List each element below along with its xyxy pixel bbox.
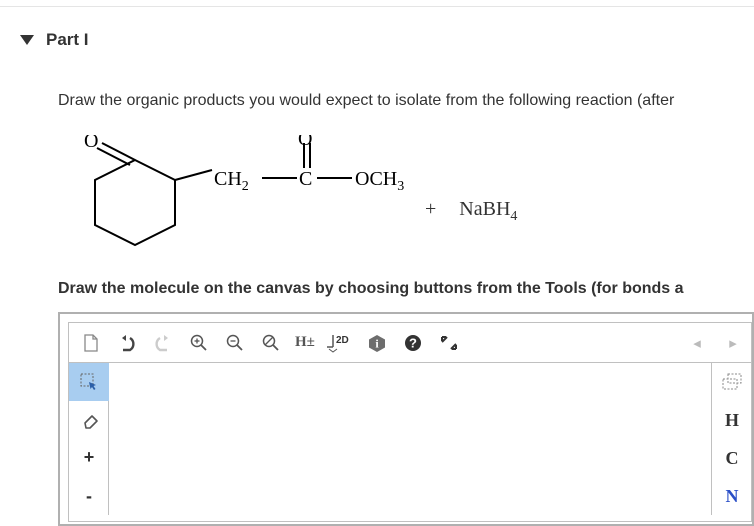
undo-icon[interactable]: [115, 331, 139, 355]
expand-icon[interactable]: [437, 331, 461, 355]
element-h-button[interactable]: H: [712, 401, 752, 439]
info-icon[interactable]: i: [365, 331, 389, 355]
instruction-text: Draw the molecule on the canvas by choos…: [58, 280, 684, 298]
left-toolbar: + -: [69, 363, 109, 515]
nav-left-icon[interactable]: ◂: [685, 331, 709, 355]
zoom-out-icon[interactable]: [223, 331, 247, 355]
svg-text:?: ?: [409, 335, 417, 350]
svg-text:O: O: [84, 135, 98, 152]
charge-plus-button[interactable]: +: [69, 439, 109, 477]
svg-text:2D: 2D: [336, 335, 349, 346]
element-n-button[interactable]: N: [712, 477, 752, 515]
zoom-off-icon[interactable]: [259, 331, 283, 355]
clean-2d-button[interactable]: 2D: [327, 331, 353, 355]
part-title: Part I: [46, 30, 89, 50]
help-icon[interactable]: ?: [401, 331, 425, 355]
charge-minus-button[interactable]: -: [69, 477, 109, 515]
svg-text:C: C: [299, 168, 312, 190]
reagent-text: + NaBH4: [425, 198, 517, 225]
svg-text:CH2: CH2: [214, 168, 249, 194]
element-c-button[interactable]: C: [712, 439, 752, 477]
question-prompt: Draw the organic products you would expe…: [58, 92, 674, 110]
svg-text:OCH3: OCH3: [355, 168, 404, 194]
redo-icon[interactable]: [151, 331, 175, 355]
right-toolbar: H C N: [711, 363, 751, 515]
reaction-scheme: O O CH2 C OCH3: [80, 135, 430, 270]
select-tool-button[interactable]: [69, 363, 109, 401]
top-toolbar: H± 2D i ? ◂ ▸: [69, 323, 751, 363]
marquee-tool-button[interactable]: [712, 363, 752, 401]
drawing-canvas[interactable]: [109, 363, 711, 521]
new-document-icon[interactable]: [79, 331, 103, 355]
erase-tool-button[interactable]: [69, 401, 109, 439]
molecule-editor: H± 2D i ? ◂ ▸ + -: [58, 312, 754, 526]
zoom-in-icon[interactable]: [187, 331, 211, 355]
svg-text:O: O: [298, 135, 312, 150]
collapse-toggle-icon[interactable]: [20, 35, 34, 45]
hydrogen-toggle-button[interactable]: H±: [295, 331, 315, 355]
nav-right-icon[interactable]: ▸: [721, 331, 745, 355]
